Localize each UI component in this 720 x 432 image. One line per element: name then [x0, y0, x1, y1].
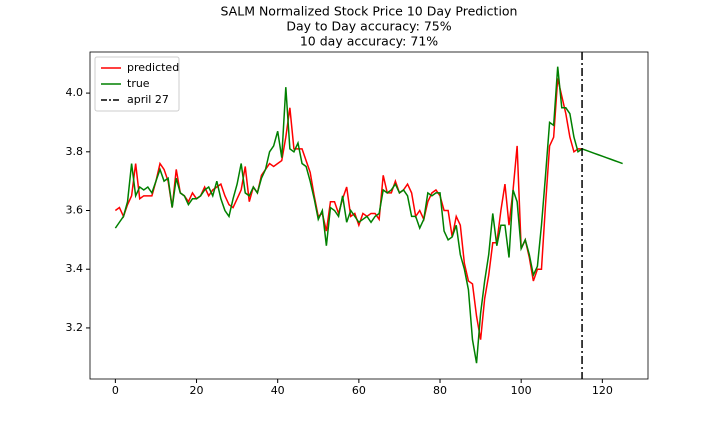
- legend-label: predicted: [127, 61, 179, 74]
- chart-title: SALM Normalized Stock Price 10 Day Predi…: [221, 4, 518, 19]
- plot-frame: [89, 51, 649, 380]
- x-tick-label: 60: [352, 384, 366, 397]
- x-tick-label: 20: [190, 384, 204, 397]
- legend-label: april 27: [127, 93, 169, 106]
- y-tick-label: 4.0: [66, 86, 84, 99]
- chart-subtitle: 10 day accuracy: 71%: [300, 34, 438, 49]
- x-tick-label: 80: [433, 384, 447, 397]
- x-tick-label: 100: [511, 384, 532, 397]
- series-line: [114, 66, 623, 364]
- legend-box: [94, 56, 180, 112]
- x-tick-label: 0: [112, 384, 119, 397]
- y-tick-label: 3.8: [66, 145, 84, 158]
- y-tick-label: 3.2: [66, 321, 84, 334]
- x-tick-label: 40: [271, 384, 285, 397]
- y-tick-label: 3.6: [66, 204, 84, 217]
- series-line: [114, 78, 583, 340]
- y-tick-label: 3.4: [66, 262, 84, 275]
- legend-label: true: [127, 77, 150, 90]
- x-tick-label: 120: [592, 384, 613, 397]
- chart-subtitle: Day to Day accuracy: 75%: [286, 19, 451, 34]
